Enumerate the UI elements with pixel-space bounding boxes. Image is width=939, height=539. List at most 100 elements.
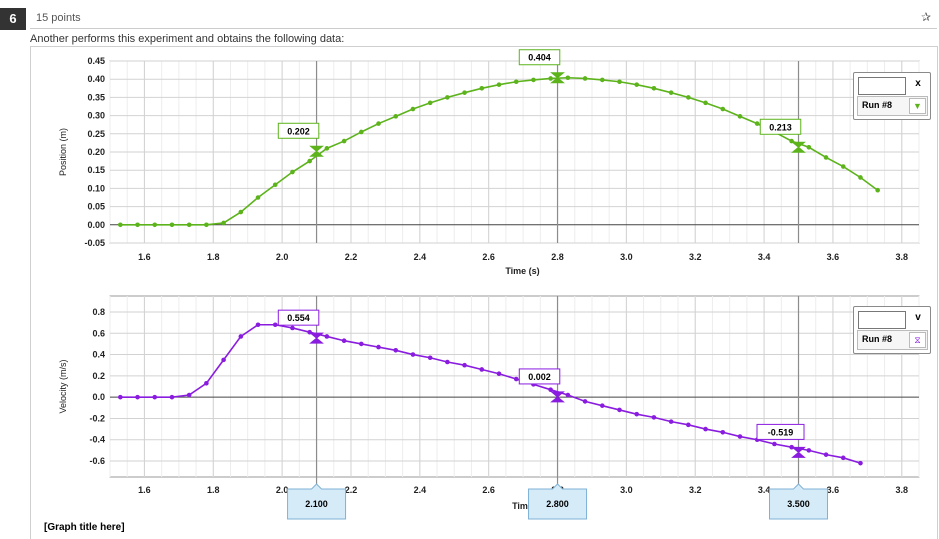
data-point bbox=[462, 90, 467, 95]
data-point bbox=[565, 75, 571, 81]
data-point bbox=[686, 95, 691, 100]
y-tick-label: 0.2 bbox=[92, 371, 105, 381]
series-line bbox=[120, 323, 861, 464]
data-point bbox=[272, 322, 278, 328]
y-tick-label: 0.00 bbox=[87, 220, 105, 230]
data-point bbox=[376, 344, 381, 350]
data-point bbox=[720, 106, 726, 112]
y-tick-label: -0.6 bbox=[89, 456, 105, 466]
data-point bbox=[548, 387, 553, 392]
data-point bbox=[582, 76, 588, 81]
velocity-plot: 1.61.82.02.22.42.62.83.03.23.43.63.80.80… bbox=[58, 295, 920, 511]
data-point bbox=[221, 357, 226, 363]
data-point bbox=[565, 392, 571, 398]
cursor-tag-box bbox=[769, 483, 829, 520]
x-tick-label: 3.0 bbox=[620, 485, 633, 495]
data-point bbox=[341, 138, 347, 144]
data-point bbox=[221, 220, 226, 226]
data-point bbox=[686, 422, 691, 428]
data-point bbox=[152, 394, 158, 400]
cursor-tag-box bbox=[287, 483, 347, 520]
legend-variable: v bbox=[915, 312, 921, 323]
legend-value-box[interactable] bbox=[858, 77, 906, 95]
cursor-tag[interactable]: 2.100 bbox=[287, 477, 347, 520]
velocity-legend[interactable]: v Run #8 ⧖ bbox=[853, 306, 931, 354]
data-point bbox=[668, 419, 674, 424]
plot-area bbox=[109, 295, 920, 478]
data-point bbox=[599, 403, 605, 408]
data-point bbox=[479, 367, 485, 372]
cursor-tag[interactable]: 3.500 bbox=[769, 477, 829, 520]
data-point bbox=[135, 222, 140, 228]
position-legend[interactable]: x Run #8 ▼ bbox=[853, 72, 931, 120]
legend-run-selector[interactable]: Run #8 ⧖ bbox=[857, 330, 928, 350]
data-point bbox=[823, 155, 829, 160]
annotation-label: -0.519 bbox=[768, 427, 794, 437]
x-axis-title: Time bbox=[512, 501, 533, 511]
data-point bbox=[169, 222, 175, 228]
annotation-box bbox=[759, 118, 802, 135]
data-point bbox=[840, 455, 846, 461]
data-point bbox=[393, 114, 399, 119]
data-point bbox=[531, 77, 536, 83]
x-tick-label: 3.8 bbox=[896, 485, 909, 495]
data-point bbox=[445, 95, 450, 100]
cursor-tag-label: 2.800 bbox=[546, 499, 569, 509]
y-tick-label: 0.20 bbox=[87, 147, 105, 157]
data-point bbox=[118, 394, 123, 400]
data-point bbox=[496, 371, 502, 377]
cursor-marker bbox=[309, 332, 324, 344]
graph-frame bbox=[30, 46, 938, 539]
annotation-box bbox=[756, 423, 805, 440]
data-point bbox=[204, 381, 209, 386]
y-tick-label: 0.10 bbox=[87, 183, 105, 193]
data-point bbox=[462, 362, 467, 368]
x-tick-label: 3.0 bbox=[620, 252, 633, 262]
x-tick-label: 2.2 bbox=[345, 485, 358, 495]
y-tick-label: -0.2 bbox=[89, 413, 105, 423]
legend-value-box[interactable] bbox=[858, 311, 906, 329]
legend-variable: x bbox=[915, 78, 921, 89]
data-point bbox=[496, 82, 502, 87]
x-tick-label: 2.8 bbox=[551, 252, 564, 262]
data-point bbox=[290, 169, 295, 175]
data-point bbox=[169, 394, 175, 400]
x-tick-label: 2.0 bbox=[276, 252, 289, 262]
annotation-box bbox=[518, 368, 561, 385]
triangle-down-icon[interactable]: ▼ bbox=[909, 98, 926, 114]
annotation-label: 0.202 bbox=[287, 126, 310, 136]
data-point bbox=[359, 129, 364, 135]
legend-run-selector[interactable]: Run #8 ▼ bbox=[857, 96, 928, 116]
graph-title[interactable]: [Graph title here] bbox=[44, 522, 125, 533]
data-point bbox=[186, 392, 192, 398]
data-point bbox=[255, 195, 261, 200]
data-point bbox=[186, 222, 192, 228]
x-tick-label: 3.2 bbox=[689, 252, 702, 262]
y-tick-label: 0.35 bbox=[87, 92, 105, 102]
y-tick-label: 0.0 bbox=[92, 392, 105, 402]
y-tick-label: 0.40 bbox=[87, 74, 105, 84]
question-number: 6 bbox=[0, 8, 26, 30]
data-point bbox=[840, 164, 846, 169]
y-axis-title: Position (m) bbox=[58, 128, 68, 176]
data-point bbox=[651, 415, 657, 420]
x-tick-label: 2.6 bbox=[482, 252, 495, 262]
data-point bbox=[513, 376, 519, 382]
data-point bbox=[272, 182, 278, 188]
data-point bbox=[410, 106, 416, 112]
cursor-marker bbox=[791, 446, 806, 458]
x-tick-label: 3.6 bbox=[827, 252, 840, 262]
annotation-label: 0.404 bbox=[528, 53, 551, 63]
x-tick-label: 2.4 bbox=[414, 252, 427, 262]
data-point bbox=[445, 359, 450, 365]
data-point bbox=[703, 100, 708, 106]
data-point bbox=[823, 452, 829, 457]
cursor-tag[interactable]: 2.800 bbox=[528, 477, 588, 520]
hourglass-icon[interactable]: ⧖ bbox=[909, 332, 926, 348]
x-tick-label: 3.4 bbox=[758, 252, 771, 262]
data-point bbox=[617, 79, 622, 85]
pin-icon[interactable]: ✰ bbox=[920, 10, 931, 24]
data-point bbox=[651, 86, 657, 91]
x-axis-title: Time (s) bbox=[505, 266, 539, 276]
